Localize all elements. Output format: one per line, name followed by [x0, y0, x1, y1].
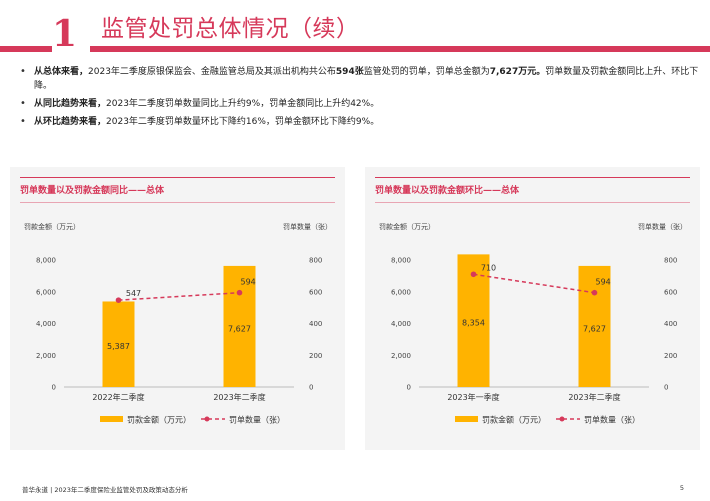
- bullet-bold-count: 594张: [335, 67, 364, 77]
- left-tick-label: 6,000: [391, 288, 411, 296]
- right-tick-label: 200: [664, 352, 677, 360]
- right-tick-label: 600: [309, 288, 322, 296]
- line-data-label: 594: [596, 278, 611, 287]
- left-tick-label: 0: [407, 384, 411, 392]
- bar-penalty-amount: [102, 301, 135, 387]
- line-point: [115, 297, 122, 303]
- summary-bullets: 从总体来看，2023年二季度原银保监会、金融监管总局及其派出机构共公布594张监…: [20, 65, 700, 133]
- chart-panel-yoy: 罚单数量以及罚款金额同比——总体 罚款金额（万元） 罚单数量（张） 0 2,000 4,…: [10, 167, 345, 450]
- bullet-qoq: 从环比趋势来看，2023年二季度罚单数量环比下降约16%，罚单金额环比下降约9%…: [20, 115, 700, 129]
- bullet-text: 2023年二季度原银保监会、金融监管总局及其派出机构共公布: [88, 67, 336, 77]
- bar-data-label: 7,627: [583, 324, 606, 333]
- left-tick-label: 2,000: [36, 352, 56, 360]
- left-tick-label: 6,000: [36, 288, 56, 296]
- bullet-text: 2023年二季度罚单数量环比下降约16%，罚单金额环比下降约9%。: [106, 117, 380, 127]
- left-tick-label: 2,000: [391, 352, 411, 360]
- line-data-label: 710: [481, 263, 496, 272]
- legend-label-bar: 罚款金额（万元）: [482, 415, 546, 425]
- panel-title-underline: [20, 202, 335, 203]
- left-axis-title: 罚款金额（万元）: [379, 222, 435, 231]
- legend-label-line: 罚单数量（张）: [584, 415, 640, 425]
- legend-swatch-marker: [204, 416, 210, 422]
- right-tick-label: 400: [664, 320, 677, 328]
- bullet-lead: 从总体来看，: [34, 67, 89, 77]
- bullet-lead: 从同比趋势来看，: [34, 99, 107, 109]
- x-category-label: 2023年二季度: [213, 392, 265, 402]
- bar-data-label: 8,354: [462, 319, 485, 328]
- legend-label-line: 罚单数量（张）: [229, 415, 285, 425]
- line-point: [236, 289, 243, 296]
- right-axis-title: 罚单数量（张）: [283, 222, 332, 231]
- x-category-label: 2023年二季度: [568, 392, 620, 402]
- left-tick-label: 8,000: [391, 257, 411, 265]
- right-tick-label: 600: [664, 288, 677, 296]
- chart-panel-qoq: 罚单数量以及罚款金额环比——总体 罚款金额（万元） 罚单数量（张） 0 2,000 4,…: [365, 167, 700, 450]
- right-tick-label: 0: [309, 384, 313, 392]
- line-point: [591, 289, 598, 296]
- header-bar-gap: [52, 46, 90, 52]
- right-tick-label: 800: [309, 257, 322, 265]
- line-ticket-count: [118, 291, 240, 301]
- line-point: [470, 271, 477, 278]
- chart-title: 罚单数量以及罚款金额环比——总体: [375, 186, 520, 196]
- line-ticket-count: [473, 273, 595, 294]
- left-tick-label: 4,000: [36, 320, 56, 328]
- right-tick-label: 400: [309, 320, 322, 328]
- right-tick-label: 200: [309, 352, 322, 360]
- page-header: 1 监管处罚总体情况（续）: [0, 0, 710, 58]
- x-category-label: 2022年二季度: [92, 392, 144, 402]
- page-title: 监管处罚总体情况（续）: [101, 16, 360, 42]
- panel-top-line: [20, 177, 335, 178]
- bar-penalty-amount: [223, 265, 256, 387]
- left-tick-label: 4,000: [391, 320, 411, 328]
- footer-text: 普华永道 | 2023年二季度保险业监管处罚及政策动态分析: [22, 486, 188, 494]
- right-tick-label: 800: [664, 257, 677, 265]
- legend-swatch-marker: [559, 416, 565, 422]
- combo-chart-yoy: 罚款金额（万元） 罚单数量（张） 0 2,000 4,000 6,000 8,000 0 200…: [24, 222, 332, 425]
- panel-top-line: [375, 177, 690, 178]
- left-tick-label: 0: [52, 384, 56, 392]
- bar-penalty-amount: [578, 265, 611, 387]
- bullet-text: 2023年二季度罚单数量同比上升约9%，罚单金额同比上升约42%。: [106, 99, 380, 109]
- x-category-label: 2023年一季度: [447, 392, 499, 402]
- chart-title: 罚单数量以及罚款金额同比——总体: [20, 186, 165, 196]
- legend-label-bar: 罚款金额（万元）: [127, 415, 191, 425]
- bullet-yoy: 从同比趋势来看，2023年二季度罚单数量同比上升约9%，罚单金额同比上升约42%…: [20, 97, 700, 111]
- bar-data-label: 5,387: [107, 342, 130, 351]
- combo-chart-qoq: 罚款金额（万元） 罚单数量（张） 0 2,000 4,000 6,000 8,000 0 200…: [379, 222, 687, 425]
- legend-swatch-bar: [100, 416, 123, 422]
- bar-data-label: 7,627: [228, 324, 251, 333]
- panel-title-underline: [375, 202, 690, 203]
- page-number: 5: [679, 484, 684, 492]
- bullet-bold-amount: 7,627万元。: [489, 67, 546, 77]
- bullet-text: 监管处罚的罚单，罚单总金额为: [363, 67, 490, 77]
- header-bar: [0, 46, 710, 52]
- bullet-lead: 从环比趋势来看，: [34, 117, 107, 127]
- right-tick-label: 0: [664, 384, 668, 392]
- left-tick-label: 8,000: [36, 257, 56, 265]
- bullet-overall: 从总体来看，2023年二季度原银保监会、金融监管总局及其派出机构共公布594张监…: [20, 65, 700, 93]
- legend-swatch-bar: [455, 416, 478, 422]
- left-axis-title: 罚款金额（万元）: [24, 222, 80, 231]
- line-data-label: 594: [241, 278, 256, 287]
- line-data-label: 547: [126, 289, 141, 298]
- right-axis-title: 罚单数量（张）: [638, 222, 687, 231]
- bullet-text: 罚单数量及罚款金额同比上升、环比下降。: [34, 67, 699, 91]
